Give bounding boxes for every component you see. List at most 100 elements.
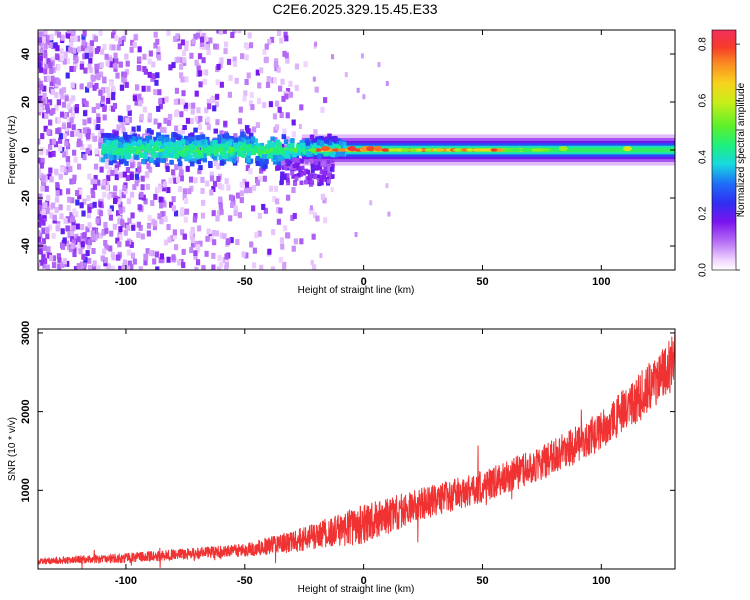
band-blob [188, 158, 194, 164]
band-blob [329, 174, 334, 179]
noise-cell [219, 208, 224, 215]
noise-cell [81, 39, 86, 46]
spectrogram-y-label: Frequency (Hz) [7, 116, 18, 185]
noise-cell [252, 262, 257, 269]
band-blob [317, 178, 322, 183]
noise-cell [312, 76, 316, 82]
band-blob [313, 164, 318, 169]
noise-cell [60, 228, 65, 235]
noise-cell [159, 126, 165, 133]
band-blob [283, 165, 288, 171]
noise-cell [157, 213, 162, 220]
noise-cell [45, 264, 50, 270]
band-blob [276, 145, 281, 151]
noise-cell [278, 207, 283, 214]
noise-cell [217, 255, 222, 262]
band-blob [328, 136, 333, 142]
noise-cell [76, 263, 81, 270]
noise-cell [179, 72, 184, 79]
band-blob [129, 148, 134, 154]
noise-cell [110, 32, 116, 39]
noise-cell [113, 52, 118, 59]
colorbar-label: Normalized spectral amplitude [736, 82, 747, 217]
noise-cell [54, 104, 59, 111]
noise-cell [118, 201, 123, 208]
noise-cell [263, 57, 268, 64]
noise-cell [164, 96, 169, 103]
noise-cell [42, 257, 48, 264]
noise-cell [145, 183, 150, 190]
colorbar-tick-label: 0.8 [698, 37, 709, 51]
noise-cell [121, 127, 126, 134]
noise-cell [103, 257, 108, 264]
noise-cell [38, 37, 43, 44]
noise-cell [171, 196, 176, 203]
noise-cell [232, 30, 237, 34]
y-tick-label: 2000 [20, 399, 32, 423]
noise-cell [62, 258, 67, 265]
noise-cell [299, 238, 304, 245]
noise-cell [91, 192, 96, 199]
band-blob [138, 152, 144, 158]
y-tick-label: 20 [20, 96, 32, 108]
noise-cell [81, 236, 87, 243]
noise-cell [223, 120, 228, 127]
noise-cell [79, 83, 84, 90]
noise-cell [122, 259, 128, 266]
noise-cell [118, 116, 123, 123]
noise-cell [94, 63, 99, 70]
chart-title: C2E6.2025.329.15.45.E33 [272, 1, 437, 17]
noise-cell [178, 163, 183, 170]
band-blob [119, 150, 124, 156]
noise-cell [38, 221, 42, 228]
noise-cell [184, 40, 189, 47]
noise-cell [309, 205, 313, 211]
noise-cell [70, 130, 75, 137]
noise-cell [113, 168, 118, 175]
noise-cell [158, 196, 163, 203]
noise-cell [82, 119, 87, 126]
noise-cell [90, 74, 95, 81]
noise-cell [65, 225, 70, 232]
band-blob [229, 135, 234, 141]
noise-cell [181, 248, 186, 255]
band-blob [246, 136, 251, 142]
noise-cell [356, 87, 360, 93]
noise-cell [158, 257, 163, 264]
noise-cell [129, 156, 134, 163]
noise-cell [110, 169, 115, 176]
noise-cell [85, 42, 91, 49]
noise-cell [109, 230, 114, 237]
noise-cell [162, 181, 167, 188]
band-blob [164, 137, 169, 143]
noise-cell [131, 224, 136, 231]
band-blob [236, 140, 241, 146]
noise-cell [79, 261, 84, 268]
noise-cell [62, 237, 67, 244]
band-blob [145, 135, 150, 141]
peak-cell [425, 148, 432, 152]
noise-cell [102, 105, 107, 112]
band-blob [262, 154, 268, 160]
noise-cell [43, 125, 48, 132]
noise-cell [118, 207, 123, 214]
noise-cell [198, 81, 203, 88]
noise-cell [78, 248, 83, 255]
band-blob [326, 179, 331, 184]
band-blob [210, 146, 215, 152]
noise-cell [41, 228, 46, 235]
band-blob [240, 131, 245, 137]
band-blob [169, 159, 174, 165]
band-blob [125, 137, 130, 143]
band-blob [123, 134, 129, 140]
noise-cell [81, 210, 86, 217]
band-blob [299, 159, 304, 164]
noise-cell [89, 202, 94, 209]
noise-cell [146, 222, 152, 229]
band-blob [323, 166, 328, 172]
x-tick-label: 50 [476, 575, 488, 587]
noise-cell [251, 126, 257, 133]
band-blob [268, 146, 274, 152]
noise-cell [71, 219, 76, 226]
noise-cell [120, 122, 125, 129]
